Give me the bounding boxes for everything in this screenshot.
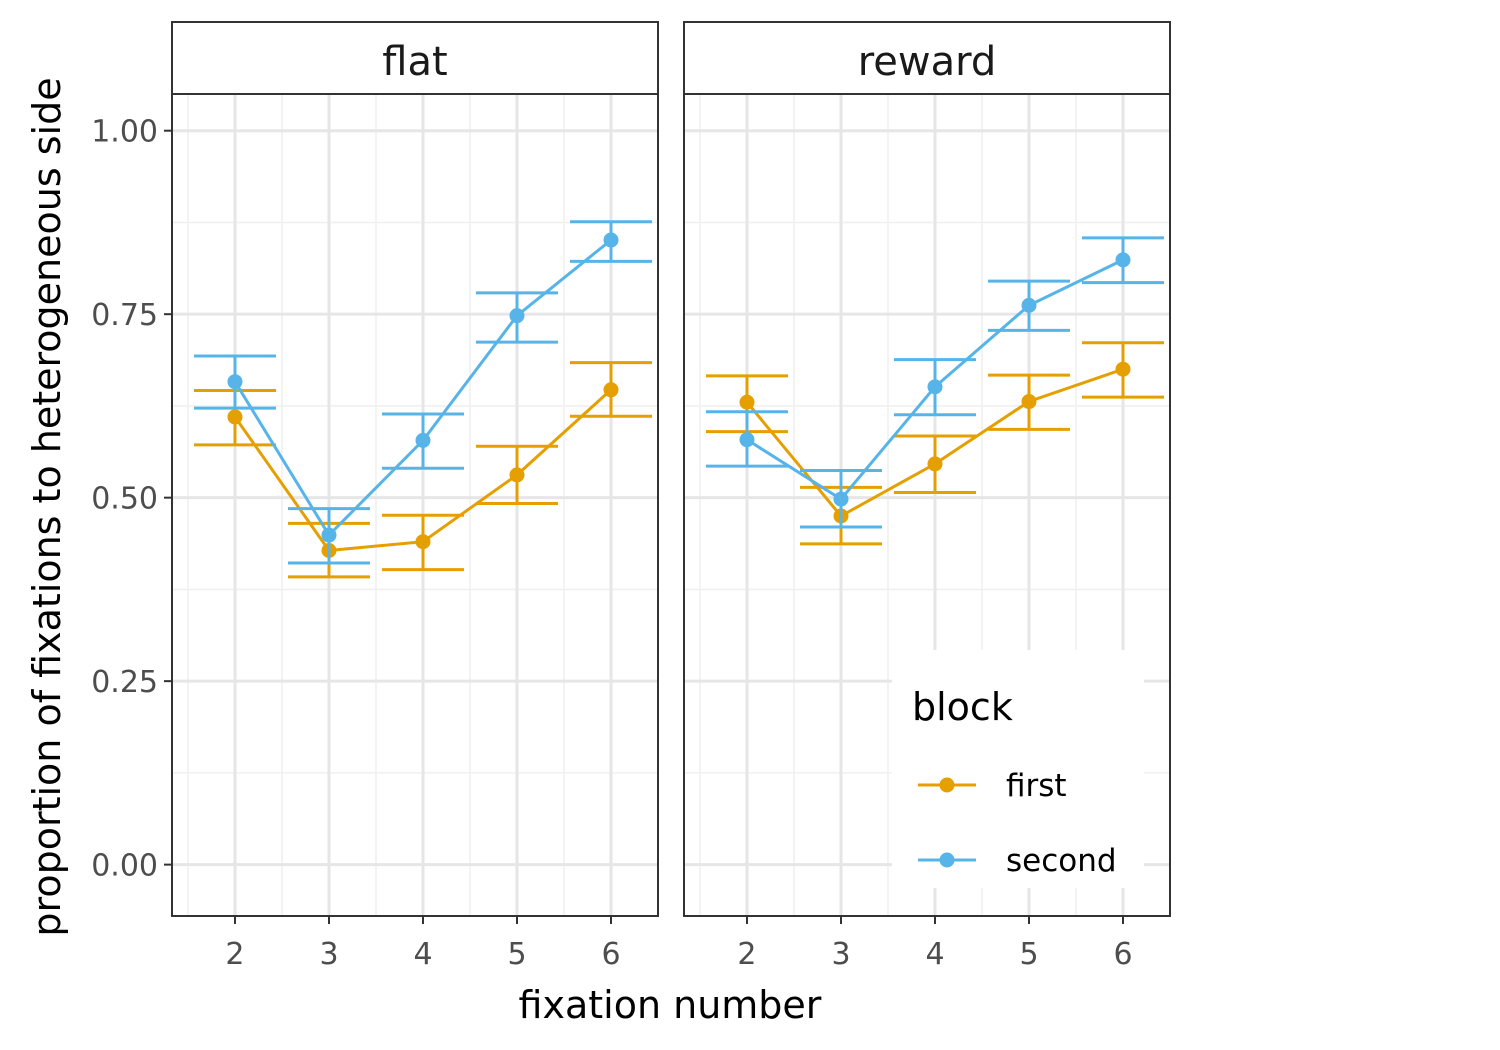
series-second [705,236,1164,529]
legend-item-second: second [918,843,1117,879]
data-point [1115,252,1131,268]
data-point [1115,361,1131,377]
y-tick-label: 0.25 [91,665,158,700]
y-tick-label: 0.00 [91,849,158,884]
legend-title: block [912,685,1013,729]
strip-box [171,21,659,95]
legend-background [892,650,1144,888]
x-tick-label: 3 [319,937,338,972]
y-tick-label: 0.75 [91,298,158,333]
y-axis: 0.00 0.25 0.50 0.75 1.00 [91,115,172,884]
x-axis-title: fixation number [519,983,822,1027]
strip-label: reward [858,39,997,85]
legend: block first second [892,650,1144,888]
data-point [509,308,525,324]
data-point [415,432,431,448]
x-tick-label: 3 [831,937,850,972]
x-tick-label: 6 [601,937,620,972]
data-point [321,527,337,543]
y-tick-label: 0.50 [91,482,158,517]
data-point [927,456,943,472]
strip-label: flat [382,39,447,85]
x-tick-label: 4 [413,937,432,972]
x-tick-label: 5 [507,937,526,972]
legend-label: second [1006,843,1117,879]
x-tick-label: 6 [1113,937,1132,972]
strip-box [683,21,1171,95]
data-point [739,432,755,448]
data-point [509,467,525,483]
x-tick-label: 4 [925,937,944,972]
x-tick-label: 2 [225,937,244,972]
data-point [227,374,243,390]
y-axis-title: proportion of fixations to heterogeneous… [25,77,69,936]
legend-key-point [939,777,955,793]
y-tick-label: 1.00 [91,115,158,150]
series-second [193,220,652,565]
data-point [1021,297,1037,313]
panel-background [172,94,658,916]
x-tick-label: 5 [1019,937,1038,972]
data-point [1021,394,1037,410]
legend-key-point [939,852,955,868]
x-tick-label: 2 [737,937,756,972]
panel-flat: flat 2 3 4 5 6 [171,21,659,972]
data-point [833,491,849,507]
data-point [415,534,431,550]
data-point [927,379,943,395]
legend-label: first [1006,768,1067,804]
legend-item-first: first [918,768,1067,804]
data-point [603,232,619,248]
data-point [739,394,755,410]
data-point [603,382,619,398]
data-point [227,409,243,425]
